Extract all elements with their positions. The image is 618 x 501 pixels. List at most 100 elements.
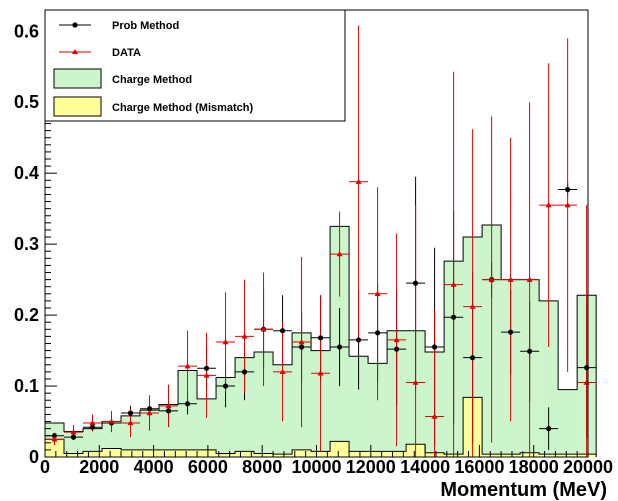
prob-method-point <box>317 335 324 341</box>
mismatch-bar <box>539 454 559 457</box>
data-point <box>260 326 267 332</box>
charge-method-bar <box>254 351 274 457</box>
legend-swatch-mismatch <box>53 96 102 117</box>
charge-method-bar <box>140 410 160 457</box>
data-point <box>545 202 552 208</box>
prob-method-point <box>298 344 305 350</box>
mismatch-bar <box>83 451 103 457</box>
mismatch-bar <box>121 449 141 457</box>
mismatch-bar <box>387 451 407 457</box>
mismatch-bar <box>482 454 502 457</box>
mismatch-bar <box>64 453 84 457</box>
x-tick-label: 8000 <box>242 457 282 477</box>
mismatch-outline <box>44 396 597 457</box>
mismatch-bar <box>178 449 198 457</box>
mismatch-bar <box>216 453 236 457</box>
legend-entry-prob-method: Prob Method <box>59 20 179 32</box>
y-tick-label: 0 <box>29 447 39 467</box>
charge-method-bar <box>159 404 179 457</box>
charge-method-bar <box>197 398 217 457</box>
data-point <box>127 419 134 426</box>
prob-method-point <box>470 355 476 361</box>
prob-method-point <box>70 434 77 440</box>
y-tick-label: 0.1 <box>14 376 39 396</box>
x-tick-label: 2000 <box>79 457 119 477</box>
mismatch-bar <box>254 453 274 457</box>
data-point <box>412 379 419 385</box>
prob-method-point <box>89 424 96 430</box>
y-tick-label: 0.4 <box>14 163 39 183</box>
mismatch-bar <box>273 454 293 457</box>
prob-method-point <box>508 329 514 335</box>
legend: Prob Method DATA Charge Method Charge Me… <box>44 9 346 122</box>
y-tick-label: 0.6 <box>14 21 39 41</box>
data-point <box>51 436 58 442</box>
prob-method-point <box>184 401 191 407</box>
mismatch-bar <box>368 451 388 457</box>
mismatch-bar <box>159 449 179 457</box>
x-axis-label: Momentum (MeV) <box>440 479 607 501</box>
charge-method-bar <box>368 363 388 457</box>
legend-label-prob-method: Prob Method <box>112 20 179 32</box>
x-tick-label: 18000 <box>509 457 559 477</box>
charge-method-bar <box>216 377 236 457</box>
x-tick-label: 10000 <box>291 457 341 477</box>
data-point <box>393 336 400 343</box>
legend-label-charge-method: Charge Method <box>112 74 192 86</box>
data-point <box>526 276 533 282</box>
data-point <box>279 368 286 375</box>
x-tick-label: 6000 <box>188 457 228 477</box>
prob-method-point <box>146 406 153 412</box>
x-tick-label: 0 <box>40 457 50 477</box>
prob-method-point <box>527 348 533 354</box>
mismatch-bar <box>311 451 331 457</box>
prob-method-point <box>546 426 552 432</box>
data-point <box>222 339 229 345</box>
charge-method-bar <box>349 356 369 457</box>
mismatch-bar <box>140 449 160 457</box>
data-point <box>469 303 476 309</box>
data-point <box>165 402 172 409</box>
y-tick-label: 0.3 <box>14 234 39 254</box>
prob-method-point <box>451 314 457 320</box>
mismatch-bar <box>501 454 521 457</box>
prob-method-point <box>127 410 134 416</box>
mismatch-bar <box>349 451 369 457</box>
prob-method-point <box>222 383 229 389</box>
prob-method-points <box>51 186 590 440</box>
data-point <box>89 419 96 426</box>
data-point <box>203 372 210 378</box>
charge-method-bar <box>539 300 559 457</box>
legend-marker-prob <box>72 22 78 28</box>
data-point <box>488 276 495 282</box>
prob-method-point <box>241 369 248 375</box>
y-tick-labels: 0 0.1 0.2 0.3 0.4 0.5 0.6 <box>14 21 39 467</box>
charge-method-bar <box>64 431 84 457</box>
data-point <box>374 290 381 297</box>
mismatch-bar <box>330 441 350 457</box>
mismatch-bar <box>558 454 578 457</box>
prob-method-point <box>432 344 438 350</box>
mismatch-bar <box>292 449 312 457</box>
legend-label-data: DATA <box>112 47 141 59</box>
data-point <box>431 413 438 419</box>
y-tick-label: 0.5 <box>14 92 39 112</box>
prob-method-point <box>51 433 58 439</box>
mismatch-bar <box>197 449 217 457</box>
data-point <box>146 410 153 416</box>
x-tick-label: 16000 <box>454 457 504 477</box>
charge-method-bar <box>235 357 255 457</box>
legend-entry-charge-method: Charge Method <box>53 68 192 89</box>
legend-entry-charge-mismatch: Charge Method (Mismatch) <box>53 96 254 117</box>
prob-method-point <box>279 328 286 334</box>
mismatch-bar <box>45 439 65 457</box>
x-tick-label: 14000 <box>400 457 450 477</box>
prob-method-point <box>165 408 172 414</box>
data-point <box>450 281 457 287</box>
prob-method-point <box>203 365 210 371</box>
y-tick-label: 0.2 <box>14 305 39 325</box>
data-point <box>317 370 324 376</box>
data-point <box>298 339 305 345</box>
x-tick-label: 12000 <box>346 457 396 477</box>
